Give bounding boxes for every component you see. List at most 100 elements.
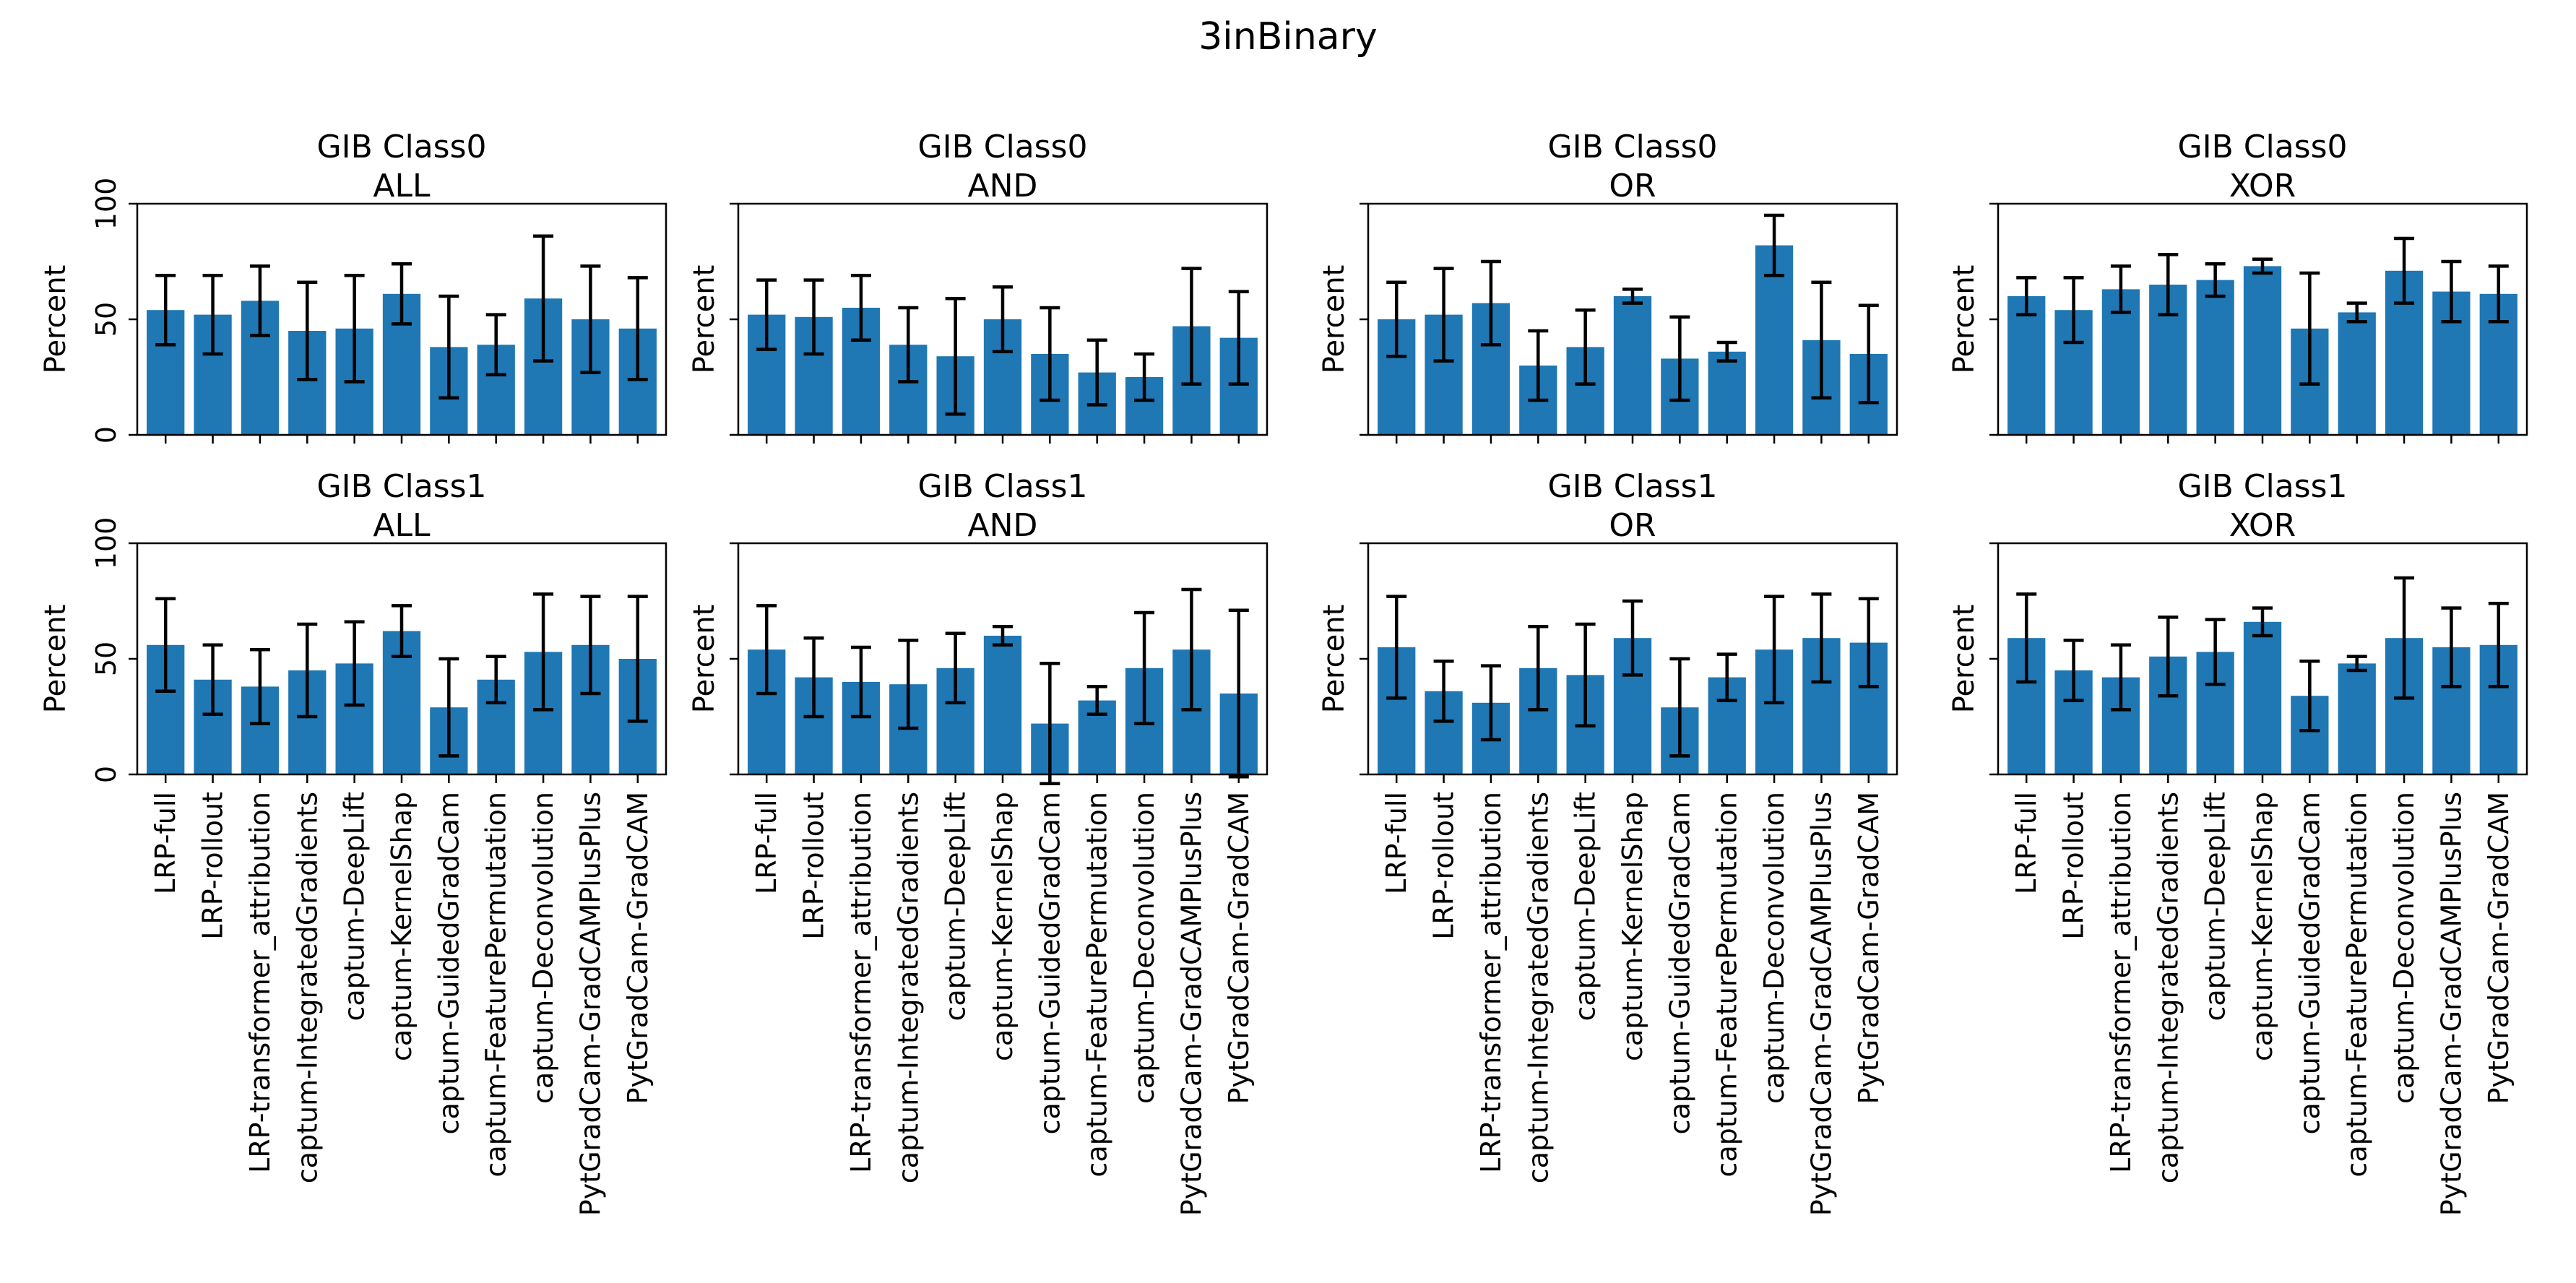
error-bar [2252,257,2273,275]
error-bar [2205,618,2226,686]
bar [1708,351,1746,435]
error-bar [2441,259,2462,324]
error-bar [850,273,871,342]
x-tick-label: captum-Deconvolution [2388,792,2420,1104]
y-tick-label: 100 [90,178,122,230]
error-bar [155,597,176,694]
y-axis-label: Percent [39,605,72,714]
axes-frame [1367,202,1898,436]
x-tick-label: captum-Deconvolution [1758,792,1790,1104]
x-tick-label: captum-Deconvolution [527,792,559,1104]
bar [2338,663,2376,774]
x-tick-label: LRP-full [2010,792,2042,894]
error-bar [202,273,223,356]
error-bar [850,645,871,719]
x-tick-label: LRP-transformer_attribution [2105,792,2137,1173]
subplot-title: GIB Class0 OR [1548,129,1718,204]
bar [2243,266,2282,435]
error-bar [1669,657,1690,758]
subplot-title-line: ALL [373,507,431,544]
error-bar [1086,685,1107,717]
error-bar [1134,352,1155,402]
error-bar [756,604,777,696]
subplot-title-line: OR [1609,507,1656,544]
error-bar [2016,592,2037,684]
error-bar [803,278,824,356]
x-tick-label: captum-GuidedGradCam [1664,792,1695,1134]
subplot-title-line: GIB Class0 [1548,129,1718,165]
x-tick-label: captum-FeaturePermutation [1711,792,1743,1178]
error-bar [533,592,554,712]
subplot-0-2: GIB Class0 OR Percent [1318,129,1898,444]
error-bar [2394,236,2415,305]
x-tick-label: LRP-transformer_attribution [244,792,276,1173]
error-bar [1528,624,1549,712]
x-tick-label: captum-KernelShap [2247,792,2278,1061]
x-tick-label: PytGradCam-GradCAMPlusPlus [2435,792,2467,1216]
axes-frame [1367,542,1898,776]
bar [2007,296,2046,435]
error-bar [1575,308,1596,386]
subplot-title-line: AND [968,168,1038,204]
subplot-title-line: GIB Class1 [2178,468,2348,505]
x-tick-label: captum-FeaturePermutation [1081,792,1113,1178]
error-bar [1228,290,1249,386]
error-bar [1134,610,1155,725]
x-tick-label: PytGradCam-GradCAM [1853,792,1885,1105]
error-bar [1858,303,1879,405]
axes-frame [136,542,667,776]
y-axis-label: Percent [1318,605,1351,714]
subplot-title-line: GIB Class0 [918,129,1088,165]
axes-frame [1997,542,2528,776]
error-bar [2110,643,2131,712]
x-tick-label: captum-GuidedGradCam [2294,792,2325,1134]
error-bar [1716,340,1737,363]
x-tick-label: PytGradCam-GradCAMPlusPlus [1805,792,1837,1216]
error-bar [1480,259,1501,347]
x-tick-label: captum-GuidedGradCam [1034,792,1066,1134]
error-bar [2394,576,2415,700]
x-tick-label: captum-IntegratedGradients [2152,792,2184,1183]
error-bar [438,294,459,400]
bar [2338,312,2376,435]
x-tick-label: captum-IntegratedGradients [1522,792,1554,1183]
error-bar [2346,301,2367,324]
error-bar [2441,606,2462,688]
error-bar [1480,664,1501,742]
x-tick-label: captum-KernelShap [1617,792,1648,1061]
error-bar [249,264,270,337]
error-bar [898,639,919,730]
error-bar [993,285,1013,354]
error-bar [1433,267,1454,363]
error-bar [2252,606,2273,638]
subplot-title-line: GIB Class1 [918,468,1088,505]
error-bar [580,264,601,374]
error-bar [1622,599,1643,677]
subplot-title-line: ALL [373,168,431,204]
error-bar [2299,271,2320,386]
subplot-1-2: GIB Class1 OR Percent LRP-full LRP-rollout LR… [1318,468,1898,1216]
y-tick-label: 0 [90,766,122,783]
subplot-1-1: GIB Class1 AND Percent LRP-full LRP-rollout L… [688,468,1268,1216]
x-tick-label: LRP-rollout [1428,792,1460,940]
subplot-title-line: OR [1609,168,1656,204]
x-tick-label: LRP-rollout [2058,792,2090,940]
error-bar [627,276,648,381]
error-bar [1811,592,1832,684]
error-bar [1528,329,1549,402]
subplot-title: GIB Class1 OR [1548,468,1718,544]
subplot-title: GIB Class0 AND [918,129,1088,204]
subplot-title-line: GIB Class1 [317,468,487,505]
x-tick-label: LRP-full [1380,792,1412,894]
x-tick-label: captum-Deconvolution [1128,792,1160,1104]
y-axis-label: Percent [1948,605,1981,714]
y-tick-label: 100 [90,517,122,570]
error-bar [2488,601,2509,688]
error-bar [2063,639,2084,702]
error-bar [945,631,966,705]
error-bar [2299,659,2320,733]
subplot-title-line: GIB Class0 [2178,129,2348,165]
